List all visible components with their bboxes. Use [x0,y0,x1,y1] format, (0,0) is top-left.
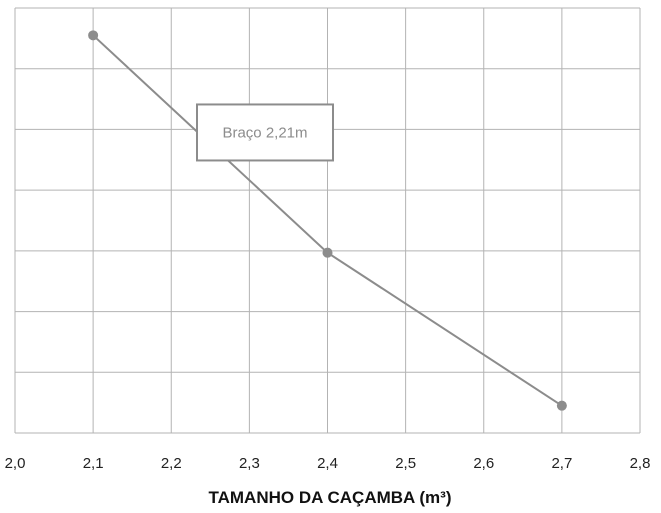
data-point [556,400,567,411]
x-axis-ticks: 2,0 2,1 2,2 2,3 2,4 2,5 2,6 2,7 2,8 [5,455,651,472]
x-tick-label: 2,2 [161,455,182,472]
x-axis-title: TAMANHO DA CAÇAMBA (m³) [209,488,452,507]
annotation-layer: Braço 2,21m [196,103,334,162]
x-tick-label: 2,5 [395,455,416,472]
annotation-box [196,103,334,162]
data-point [88,30,99,41]
series-layer [88,30,567,411]
x-tick-label: 2,4 [317,455,338,472]
grid [14,7,641,434]
x-tick-label: 2,8 [630,455,651,472]
x-tick-label: 2,7 [551,455,572,472]
annotation-label: Braço 2,21m [222,124,307,141]
data-point [322,247,333,258]
x-tick-label: 2,3 [239,455,260,472]
x-tick-label: 2,0 [5,455,26,472]
x-tick-label: 2,6 [473,455,494,472]
x-tick-label: 2,1 [83,455,104,472]
